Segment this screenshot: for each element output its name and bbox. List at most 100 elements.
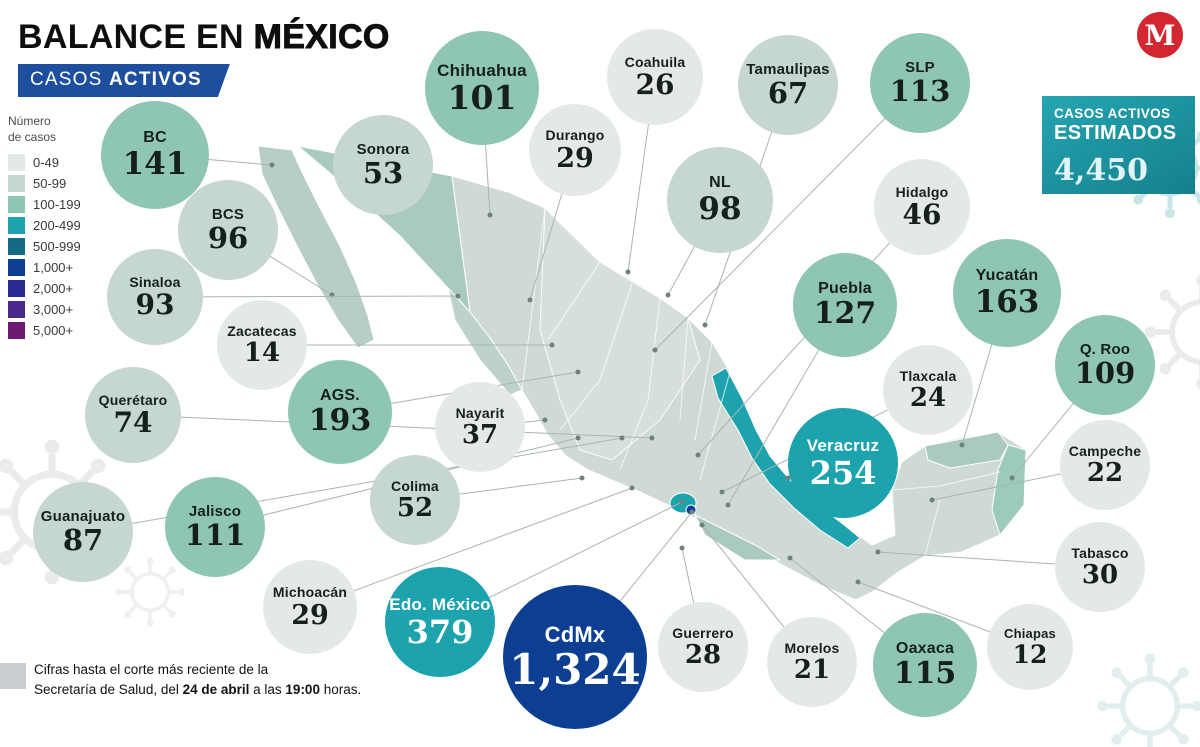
state-name: AGS. xyxy=(320,386,360,404)
state-bubble-colima: Colima 52 xyxy=(370,455,460,545)
legend-item: 3,000+ xyxy=(8,301,81,319)
state-bubble-queretaro: Querétaro 74 xyxy=(85,367,181,463)
state-bubble-michoacan: Michoacán 29 xyxy=(263,560,357,654)
state-name: Guerrero xyxy=(672,624,734,641)
state-value: 24 xyxy=(909,383,947,414)
baja-california-peninsula xyxy=(257,145,375,349)
leader-line-michoacan xyxy=(309,487,633,608)
state-name: Edo. México xyxy=(389,595,491,615)
state-name: Tamaulipas xyxy=(746,60,830,78)
state-value: 74 xyxy=(113,406,153,440)
subtitle-badge: CASOS ACTIVOS xyxy=(18,64,230,97)
state-value: 52 xyxy=(396,493,434,524)
state-name: Guanajuato xyxy=(40,507,126,525)
state-bubble-sinaloa: Sinaloa 93 xyxy=(107,249,203,345)
legend-label: 500-999 xyxy=(33,239,81,255)
legend: Número de casos 0-49 50-99 100-199 200-499 5… xyxy=(8,114,81,343)
state-value: 12 xyxy=(1012,640,1048,670)
state-name: BCS xyxy=(211,205,245,223)
state-value: 14 xyxy=(243,338,281,369)
state-bubble-guanajuato: Guanajuato 87 xyxy=(33,482,133,582)
state-name: Veracruz xyxy=(806,436,880,456)
region-central xyxy=(539,207,701,461)
state-bubble-tamaulipas: Tamaulipas 67 xyxy=(738,35,838,135)
state-value: 98 xyxy=(698,190,742,227)
state-name: NL xyxy=(709,174,731,192)
legend-items: 0-49 50-99 100-199 200-499 500-999 1,000+ 2,00… xyxy=(8,154,81,340)
state-bubble-jalisco: Jalisco 111 xyxy=(165,477,265,577)
state-bubble-hidalgo: Hidalgo 46 xyxy=(874,159,970,255)
map-point-guanajuato xyxy=(619,435,625,441)
legend-label: 2,000+ xyxy=(33,281,74,297)
state-name: Colima xyxy=(391,477,439,494)
state-value: 111 xyxy=(184,518,246,553)
state-name: Coahuila xyxy=(624,53,686,70)
legend-swatch xyxy=(8,280,25,298)
state-value: 87 xyxy=(62,523,104,558)
legend-label: 3,000+ xyxy=(33,302,74,318)
map-point-colima xyxy=(579,475,585,481)
source-note-line2: Secretaría de Salud, del 24 de abril a l… xyxy=(34,681,362,697)
state-bubble-morelos: Morelos 21 xyxy=(767,617,857,707)
state-name: Hidalgo xyxy=(895,183,949,200)
state-name: BC xyxy=(143,129,167,147)
state-bubble-nl: NL 98 xyxy=(667,147,773,253)
state-value: 96 xyxy=(207,221,249,256)
legend-swatch xyxy=(8,217,25,235)
state-bubble-durango: Durango 29 xyxy=(529,104,621,196)
map-point-hidalgo xyxy=(695,452,701,458)
legend-label: 100-199 xyxy=(33,197,81,213)
state-value: 163 xyxy=(974,283,1040,320)
state-name: Tabasco xyxy=(1071,544,1129,561)
map-point-yucatan xyxy=(959,442,965,448)
state-bubble-veracruz: Veracruz 254 xyxy=(788,408,898,518)
state-bubble-tabasco: Tabasco 30 xyxy=(1055,522,1145,612)
legend-swatch xyxy=(8,196,25,214)
state-value: 21 xyxy=(793,655,831,686)
legend-swatch xyxy=(8,238,25,256)
state-value: 113 xyxy=(889,74,951,109)
map-point-slp xyxy=(652,347,658,353)
map-point-puebla xyxy=(725,502,731,508)
legend-label: 200-499 xyxy=(33,218,81,234)
region-quintana-roo xyxy=(991,444,1027,536)
map-point-nl xyxy=(665,292,671,298)
state-value: 67 xyxy=(767,76,809,111)
mexico-map xyxy=(257,145,1027,601)
legend-label: 50-99 xyxy=(33,176,67,192)
state-value: 28 xyxy=(684,640,722,671)
legend-swatch xyxy=(8,259,25,277)
state-name: Durango xyxy=(545,127,605,144)
state-name: CdMx xyxy=(544,622,606,648)
state-value: 93 xyxy=(135,288,175,322)
state-name: Yucatán xyxy=(975,267,1039,285)
state-bubble-puebla: Puebla 127 xyxy=(793,253,897,357)
state-name: SLP xyxy=(905,58,935,76)
state-value: 141 xyxy=(122,145,188,182)
state-bubble-tlaxcala: Tlaxcala 24 xyxy=(883,345,973,435)
map-point-michoacan xyxy=(629,485,635,491)
estimated-cases-value: 4,450 xyxy=(1054,153,1148,188)
state-name: Campeche xyxy=(1068,442,1142,459)
state-value: 101 xyxy=(447,78,517,118)
legend-swatch xyxy=(8,322,25,340)
state-value: 29 xyxy=(291,599,329,631)
map-point-jalisco xyxy=(575,435,581,441)
estimated-cases-label: CASOS ACTIVOS xyxy=(1054,106,1171,121)
state-bubble-cdmx: CdMx 1,324 xyxy=(503,585,647,729)
state-bubble-zacatecas: Zacatecas 14 xyxy=(217,300,307,390)
milenio-logo-letter: M xyxy=(1144,18,1176,52)
state-value: 115 xyxy=(893,656,957,692)
state-value: 127 xyxy=(813,296,877,332)
page-title-primary: BALANCE EN xyxy=(18,18,254,56)
map-point-bc xyxy=(269,162,275,168)
map-point-tabasco xyxy=(875,549,881,555)
state-borders xyxy=(451,175,1001,557)
state-name: Q. Roo xyxy=(1079,340,1131,358)
estimated-cases-box: CASOS ACTIVOS ESTIMADOS 4,450 xyxy=(1042,96,1195,194)
leader-line-queretaro xyxy=(132,414,653,439)
footer-bullet xyxy=(0,663,26,689)
map-point-sinaloa xyxy=(455,293,461,299)
map-point-chiapas xyxy=(855,579,861,585)
state-name: Sinaloa xyxy=(129,273,181,290)
